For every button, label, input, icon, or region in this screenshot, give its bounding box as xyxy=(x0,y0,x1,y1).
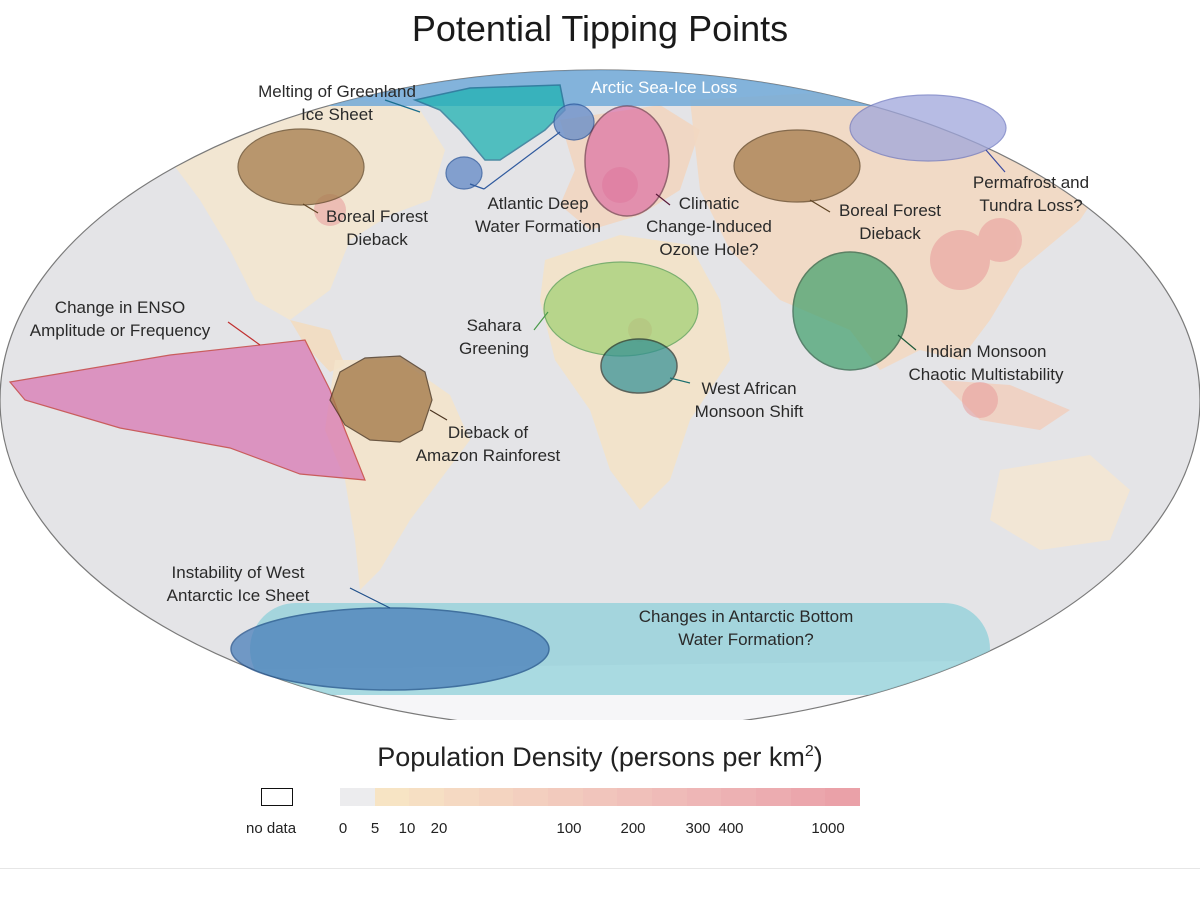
label-indian-2: Chaotic Multistability xyxy=(909,365,1064,384)
land-north-america xyxy=(160,95,445,320)
scale-segment xyxy=(686,788,722,806)
region-boreal-na xyxy=(237,128,365,206)
label-west-african-2: Monsoon Shift xyxy=(695,402,804,421)
leader-boreal-na xyxy=(302,203,319,214)
label-indian-1: Indian Monsoon xyxy=(926,342,1047,361)
label-amazon-1: Dieback of xyxy=(448,423,529,442)
world-map: Arctic Sea-Ice Loss Melting of Greenland… xyxy=(0,69,1200,720)
label-greenland-2: Ice Sheet xyxy=(301,105,373,124)
leader-west-african xyxy=(669,377,691,384)
region-ozone-hole xyxy=(584,105,670,217)
region-west-african-monsoon xyxy=(600,338,678,394)
label-arctic-sea-ice: Arctic Sea-Ice Loss xyxy=(591,78,737,97)
land-central-america xyxy=(290,320,345,372)
region-permafrost xyxy=(849,94,1007,162)
label-wais-1: Instability of West xyxy=(172,563,305,582)
label-wais-2: Antarctic Ice Sheet xyxy=(167,586,310,605)
leader-permafrost xyxy=(985,149,1006,173)
map-title: Potential Tipping Points xyxy=(411,8,789,49)
region-greenland xyxy=(412,84,566,161)
scale-segment xyxy=(721,788,757,806)
legend-tick: 1000 xyxy=(811,820,845,837)
legend-tick: 20 xyxy=(430,820,448,837)
legend-nodata-swatch xyxy=(261,788,293,806)
leader-enso xyxy=(227,321,261,346)
region-boreal-eurasia xyxy=(733,129,861,203)
scale-segment xyxy=(340,788,375,806)
scale-segment xyxy=(513,788,549,806)
label-sahara-2: Greening xyxy=(459,339,529,358)
label-sahara-1: Sahara xyxy=(467,316,522,335)
legend-tick: 5 xyxy=(370,820,380,837)
label-boreal-eurasia-2: Dieback xyxy=(859,224,921,243)
legend-title: Population Density (persons per km2) xyxy=(377,742,823,772)
land-australia xyxy=(990,455,1130,550)
label-enso-1: Change in ENSO xyxy=(55,298,185,317)
legend-color-scale xyxy=(340,788,861,806)
scale-segment xyxy=(825,788,861,806)
label-ozone-1: Climatic xyxy=(679,194,740,213)
scale-segment xyxy=(548,788,583,806)
scale-segment xyxy=(652,788,687,806)
leader-atlantic-1 xyxy=(483,131,561,190)
label-greenland-1: Melting of Greenland xyxy=(258,82,416,101)
scale-segment xyxy=(617,788,653,806)
label-enso-2: Amplitude or Frequency xyxy=(30,321,211,340)
scale-segment xyxy=(444,788,479,806)
label-permafrost-2: Tundra Loss? xyxy=(979,196,1082,215)
label-boreal-eurasia-1: Boreal Forest xyxy=(839,201,941,220)
region-atlantic-west xyxy=(445,156,483,190)
label-west-african-1: West African xyxy=(701,379,796,398)
legend-tick: 0 xyxy=(338,820,348,837)
scale-segment xyxy=(790,788,826,806)
scale-segment xyxy=(582,788,618,806)
scale-segment xyxy=(478,788,514,806)
scale-segment xyxy=(374,788,410,806)
legend-tick: 300 xyxy=(685,820,711,837)
region-amazon xyxy=(329,355,433,443)
label-boreal-na-1: Boreal Forest xyxy=(326,207,428,226)
label-amazon-2: Amazon Rainforest xyxy=(416,446,561,465)
scale-segment xyxy=(409,788,445,806)
leader-indian xyxy=(897,334,917,351)
label-permafrost-1: Permafrost and xyxy=(973,173,1089,192)
leader-ozone xyxy=(655,193,671,206)
region-west-antarctic-ice-sheet xyxy=(230,607,550,691)
legend-tick: 200 xyxy=(620,820,646,837)
leader-atlantic-2 xyxy=(469,183,485,190)
label-atlantic-2: Water Formation xyxy=(475,217,601,236)
label-aabw-2: Water Formation? xyxy=(678,630,813,649)
legend-tick: 10 xyxy=(398,820,416,837)
bottom-divider xyxy=(0,868,1200,869)
legend-tick: 100 xyxy=(556,820,582,837)
region-indian-monsoon xyxy=(792,251,908,371)
leader-amazon xyxy=(429,409,448,421)
leader-greenland xyxy=(384,99,421,113)
label-boreal-na-2: Dieback xyxy=(346,230,408,249)
legend-tick: 400 xyxy=(718,820,744,837)
scale-segment xyxy=(756,788,791,806)
leader-wais xyxy=(349,587,391,609)
region-atlantic-north xyxy=(553,103,595,141)
label-aabw-1: Changes in Antarctic Bottom xyxy=(639,607,854,626)
leader-boreal-eurasia xyxy=(809,199,831,213)
label-ozone-2: Change-Induced xyxy=(646,217,772,236)
leader-sahara xyxy=(533,311,549,331)
label-atlantic-1: Atlantic Deep xyxy=(487,194,588,213)
legend-nodata-label: no data xyxy=(246,820,297,837)
label-ozone-3: Ozone Hole? xyxy=(659,240,758,259)
